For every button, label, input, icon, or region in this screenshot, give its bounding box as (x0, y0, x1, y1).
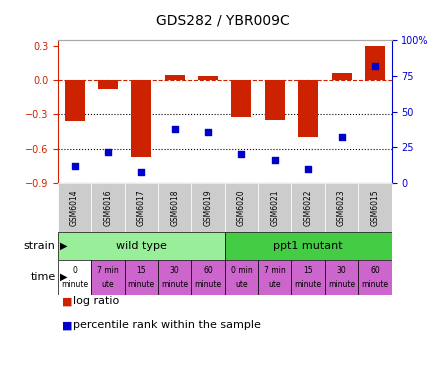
Text: GSM6017: GSM6017 (137, 189, 146, 226)
Text: GSM6023: GSM6023 (337, 189, 346, 226)
Bar (125, 260, 158, 295)
Point (105, 149, 112, 154)
Text: ute: ute (235, 280, 248, 290)
Text: 30: 30 (337, 266, 346, 276)
Bar (65, 80, 85, 122)
Bar (358, 183, 392, 232)
Text: strain: strain (24, 241, 56, 251)
Text: GSM6014: GSM6014 (70, 189, 79, 226)
Bar (231, 80, 251, 117)
Point (238, 152, 245, 157)
Bar (358, 260, 392, 295)
Bar (325, 260, 358, 295)
Bar (158, 183, 191, 232)
Text: GSM6021: GSM6021 (270, 190, 279, 226)
Bar (291, 260, 325, 295)
Point (138, 169, 145, 175)
Bar (191, 260, 225, 295)
Text: minute: minute (194, 280, 222, 290)
Point (338, 134, 345, 140)
Text: GSM6018: GSM6018 (170, 190, 179, 226)
Bar (125, 183, 158, 232)
Point (372, 63, 379, 69)
Text: ute: ute (101, 280, 114, 290)
Text: GSM6015: GSM6015 (370, 189, 380, 226)
Text: minute: minute (328, 280, 355, 290)
Bar (158, 260, 191, 295)
Bar (58, 183, 91, 232)
Bar (225, 183, 258, 232)
Text: time: time (30, 272, 56, 282)
Bar (332, 73, 352, 80)
Text: 60: 60 (203, 266, 213, 276)
Text: minute: minute (61, 280, 88, 290)
Text: percentile rank within the sample: percentile rank within the sample (73, 320, 261, 330)
Bar (191, 183, 225, 232)
Text: ▶: ▶ (60, 272, 68, 282)
Text: 7 min: 7 min (97, 266, 119, 276)
Point (305, 166, 312, 172)
Text: wild type: wild type (116, 241, 167, 251)
Bar (91, 260, 125, 295)
Bar (325, 183, 358, 232)
Text: log ratio: log ratio (73, 296, 120, 306)
Text: GSM6020: GSM6020 (237, 189, 246, 226)
Bar (198, 76, 218, 80)
Bar (258, 183, 291, 232)
Bar (98, 80, 118, 89)
Bar (165, 75, 185, 80)
Text: ppt1 mutant: ppt1 mutant (273, 241, 343, 251)
Bar (131, 80, 151, 157)
Text: minute: minute (128, 280, 155, 290)
Bar (225, 260, 258, 295)
Text: GDS282 / YBR009C: GDS282 / YBR009C (156, 14, 289, 27)
Bar (258, 260, 291, 295)
Text: GSM6022: GSM6022 (303, 190, 313, 226)
Bar (365, 46, 385, 80)
Point (171, 126, 178, 132)
Point (205, 129, 212, 135)
Bar (91, 183, 125, 232)
Bar (298, 80, 318, 137)
Bar (58, 260, 91, 295)
Point (271, 157, 279, 163)
Text: ■: ■ (62, 320, 73, 330)
Text: 0 min: 0 min (231, 266, 252, 276)
Text: ▶: ▶ (60, 241, 68, 251)
Text: 15: 15 (137, 266, 146, 276)
Text: 15: 15 (303, 266, 313, 276)
Text: 7 min: 7 min (264, 266, 286, 276)
Bar (291, 183, 325, 232)
Text: ■: ■ (62, 296, 73, 306)
Text: GSM6019: GSM6019 (203, 189, 213, 226)
Text: 0: 0 (72, 266, 77, 276)
Bar (265, 80, 285, 120)
Bar (58, 232, 225, 260)
Text: minute: minute (295, 280, 322, 290)
Text: GSM6016: GSM6016 (103, 189, 113, 226)
Text: 30: 30 (170, 266, 179, 276)
Bar (225, 232, 392, 260)
Text: minute: minute (161, 280, 188, 290)
Text: ute: ute (268, 280, 281, 290)
Text: minute: minute (361, 280, 388, 290)
Text: 60: 60 (370, 266, 380, 276)
Point (71, 163, 78, 169)
